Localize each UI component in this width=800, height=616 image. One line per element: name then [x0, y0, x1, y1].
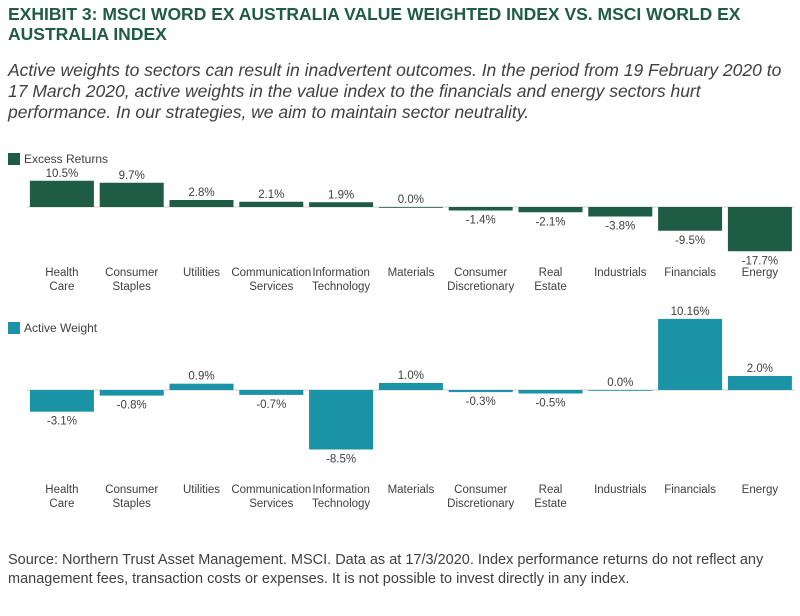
exhibit-subtitle: Active weights to sectors can result in …: [8, 60, 782, 122]
excess-category-label: Utilities: [183, 267, 220, 279]
active-data-label: 10.16%: [671, 306, 710, 318]
active-category-label: Financials: [664, 484, 716, 496]
active-category-label: Consumer Discretionary: [447, 484, 514, 510]
excess-data-label: -9.5%: [675, 235, 705, 247]
excess-data-label: 2.8%: [188, 187, 214, 199]
excess-category-label: Consumer Discretionary: [447, 267, 514, 293]
active-data-label: 0.0%: [607, 377, 633, 389]
excess-bar: [448, 207, 513, 211]
active-category-label: Information Technology: [312, 484, 370, 510]
excess-category-label: Communication Services: [231, 267, 311, 293]
excess-data-label: -3.8%: [605, 221, 635, 233]
active-category-label: Materials: [388, 484, 435, 496]
excess-legend-swatch: [8, 153, 20, 165]
active-bar: [239, 390, 304, 395]
excess-data-label: 1.9%: [328, 189, 354, 201]
excess-data-label: -2.1%: [535, 216, 565, 228]
excess-category-label: Financials: [664, 267, 716, 279]
excess-bar: [169, 200, 234, 207]
excess-bar: [658, 207, 723, 231]
excess-data-label: 2.1%: [258, 189, 284, 201]
active-bar: [727, 376, 792, 390]
excess-category-label: Industrials: [594, 267, 647, 279]
excess-category-label: Real Estate: [534, 267, 567, 293]
active-data-label: 2.0%: [747, 363, 773, 375]
active-data-label: 1.0%: [398, 370, 424, 382]
excess-bar: [239, 201, 304, 207]
active-category-label: Communication Services: [231, 484, 311, 510]
excess-data-label: -1.4%: [466, 215, 496, 227]
excess-bar: [99, 182, 164, 207]
active-bar: [518, 390, 583, 394]
source-note: Source: Northern Trust Asset Management.…: [8, 552, 764, 587]
active-data-label: 0.9%: [188, 371, 214, 383]
active-data-label: -8.5%: [326, 454, 356, 466]
charts-canvas: Excess Returns 10.5% Health Care 9.7% Consume…: [8, 152, 795, 510]
active-bar: [658, 318, 723, 390]
excess-bar: [588, 207, 653, 217]
excess-category-label: Materials: [388, 267, 435, 279]
active-category-label: Consumer Staples: [105, 484, 158, 510]
excess-data-label: -17.7%: [742, 255, 778, 267]
active-legend-label: Active Weight: [24, 321, 98, 335]
excess-bar: [727, 207, 792, 252]
active-bar: [588, 390, 653, 391]
active-legend-swatch: [8, 322, 20, 334]
excess-bar: [309, 202, 374, 207]
excess-category-label: Information Technology: [312, 267, 370, 293]
active-bar: [29, 390, 94, 412]
excess-category-label: Consumer Staples: [105, 267, 158, 293]
active-category-label: Energy: [742, 484, 779, 496]
active-bar: [309, 390, 374, 450]
active-bar: [448, 390, 513, 393]
excess-bar: [518, 207, 583, 213]
excess-category-label: Health Care: [45, 267, 78, 293]
active-category-label: Utilities: [183, 484, 220, 496]
active-data-label: -0.3%: [466, 396, 496, 408]
excess-bar: [29, 180, 94, 207]
active-data-label: -0.8%: [117, 400, 147, 412]
excess-legend-label: Excess Returns: [24, 152, 108, 166]
active-category-label: Industrials: [594, 484, 647, 496]
active-weight-chart: Active Weight -3.1% Health Care -0.8% Consume…: [8, 306, 795, 510]
active-data-label: -0.5%: [535, 398, 565, 410]
active-data-label: -0.7%: [256, 399, 286, 411]
exhibit-title: EXHIBIT 3: MSCI WORD EX AUSTRALIA VALUE …: [8, 4, 741, 44]
active-data-label: -3.1%: [47, 416, 77, 428]
active-category-label: Health Care: [45, 484, 78, 510]
excess-data-label: 9.7%: [119, 170, 145, 182]
excess-returns-chart: Excess Returns 10.5% Health Care 9.7% Consume…: [8, 152, 795, 293]
excess-category-label: Energy: [742, 267, 779, 279]
excess-data-label: 10.5%: [46, 168, 79, 180]
active-bar: [378, 383, 443, 390]
active-bar: [169, 383, 234, 390]
excess-bar: [378, 207, 443, 208]
excess-data-label: 0.0%: [398, 194, 424, 206]
active-bar: [99, 390, 164, 396]
active-category-label: Real Estate: [534, 484, 567, 510]
